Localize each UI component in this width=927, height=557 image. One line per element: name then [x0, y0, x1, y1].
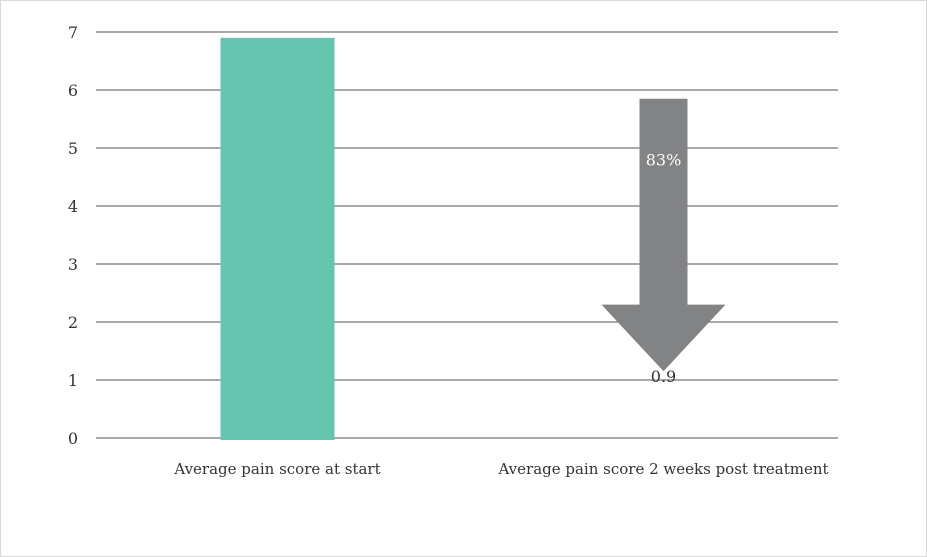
- gridlines: [96, 31, 838, 439]
- y-tick-label: 7: [68, 23, 78, 42]
- bar-start: [220, 37, 335, 441]
- x-category-label: Average pain score at start: [173, 460, 380, 478]
- y-tick-label: 1: [68, 371, 78, 390]
- y-tick-label: 5: [68, 139, 78, 158]
- reduction-arrow: [601, 98, 726, 372]
- y-tick-label: 0: [68, 429, 78, 448]
- y-tick-label: 2: [68, 313, 78, 332]
- end-value-label: 0.9: [651, 367, 676, 386]
- reduction-percent-label: 83%: [646, 151, 682, 170]
- x-axis-categories: Average pain score at start Average pain …: [173, 460, 828, 478]
- arrow-shape: [601, 98, 726, 372]
- y-tick-label: 4: [68, 197, 78, 216]
- y-axis-ticks: 0 1 2 3 4 5 6 7: [68, 23, 78, 448]
- y-tick-label: 3: [68, 255, 78, 274]
- y-tick-label: 6: [68, 81, 78, 100]
- x-category-label: Average pain score 2 weeks post treatmen…: [497, 460, 828, 478]
- bars: [220, 37, 335, 441]
